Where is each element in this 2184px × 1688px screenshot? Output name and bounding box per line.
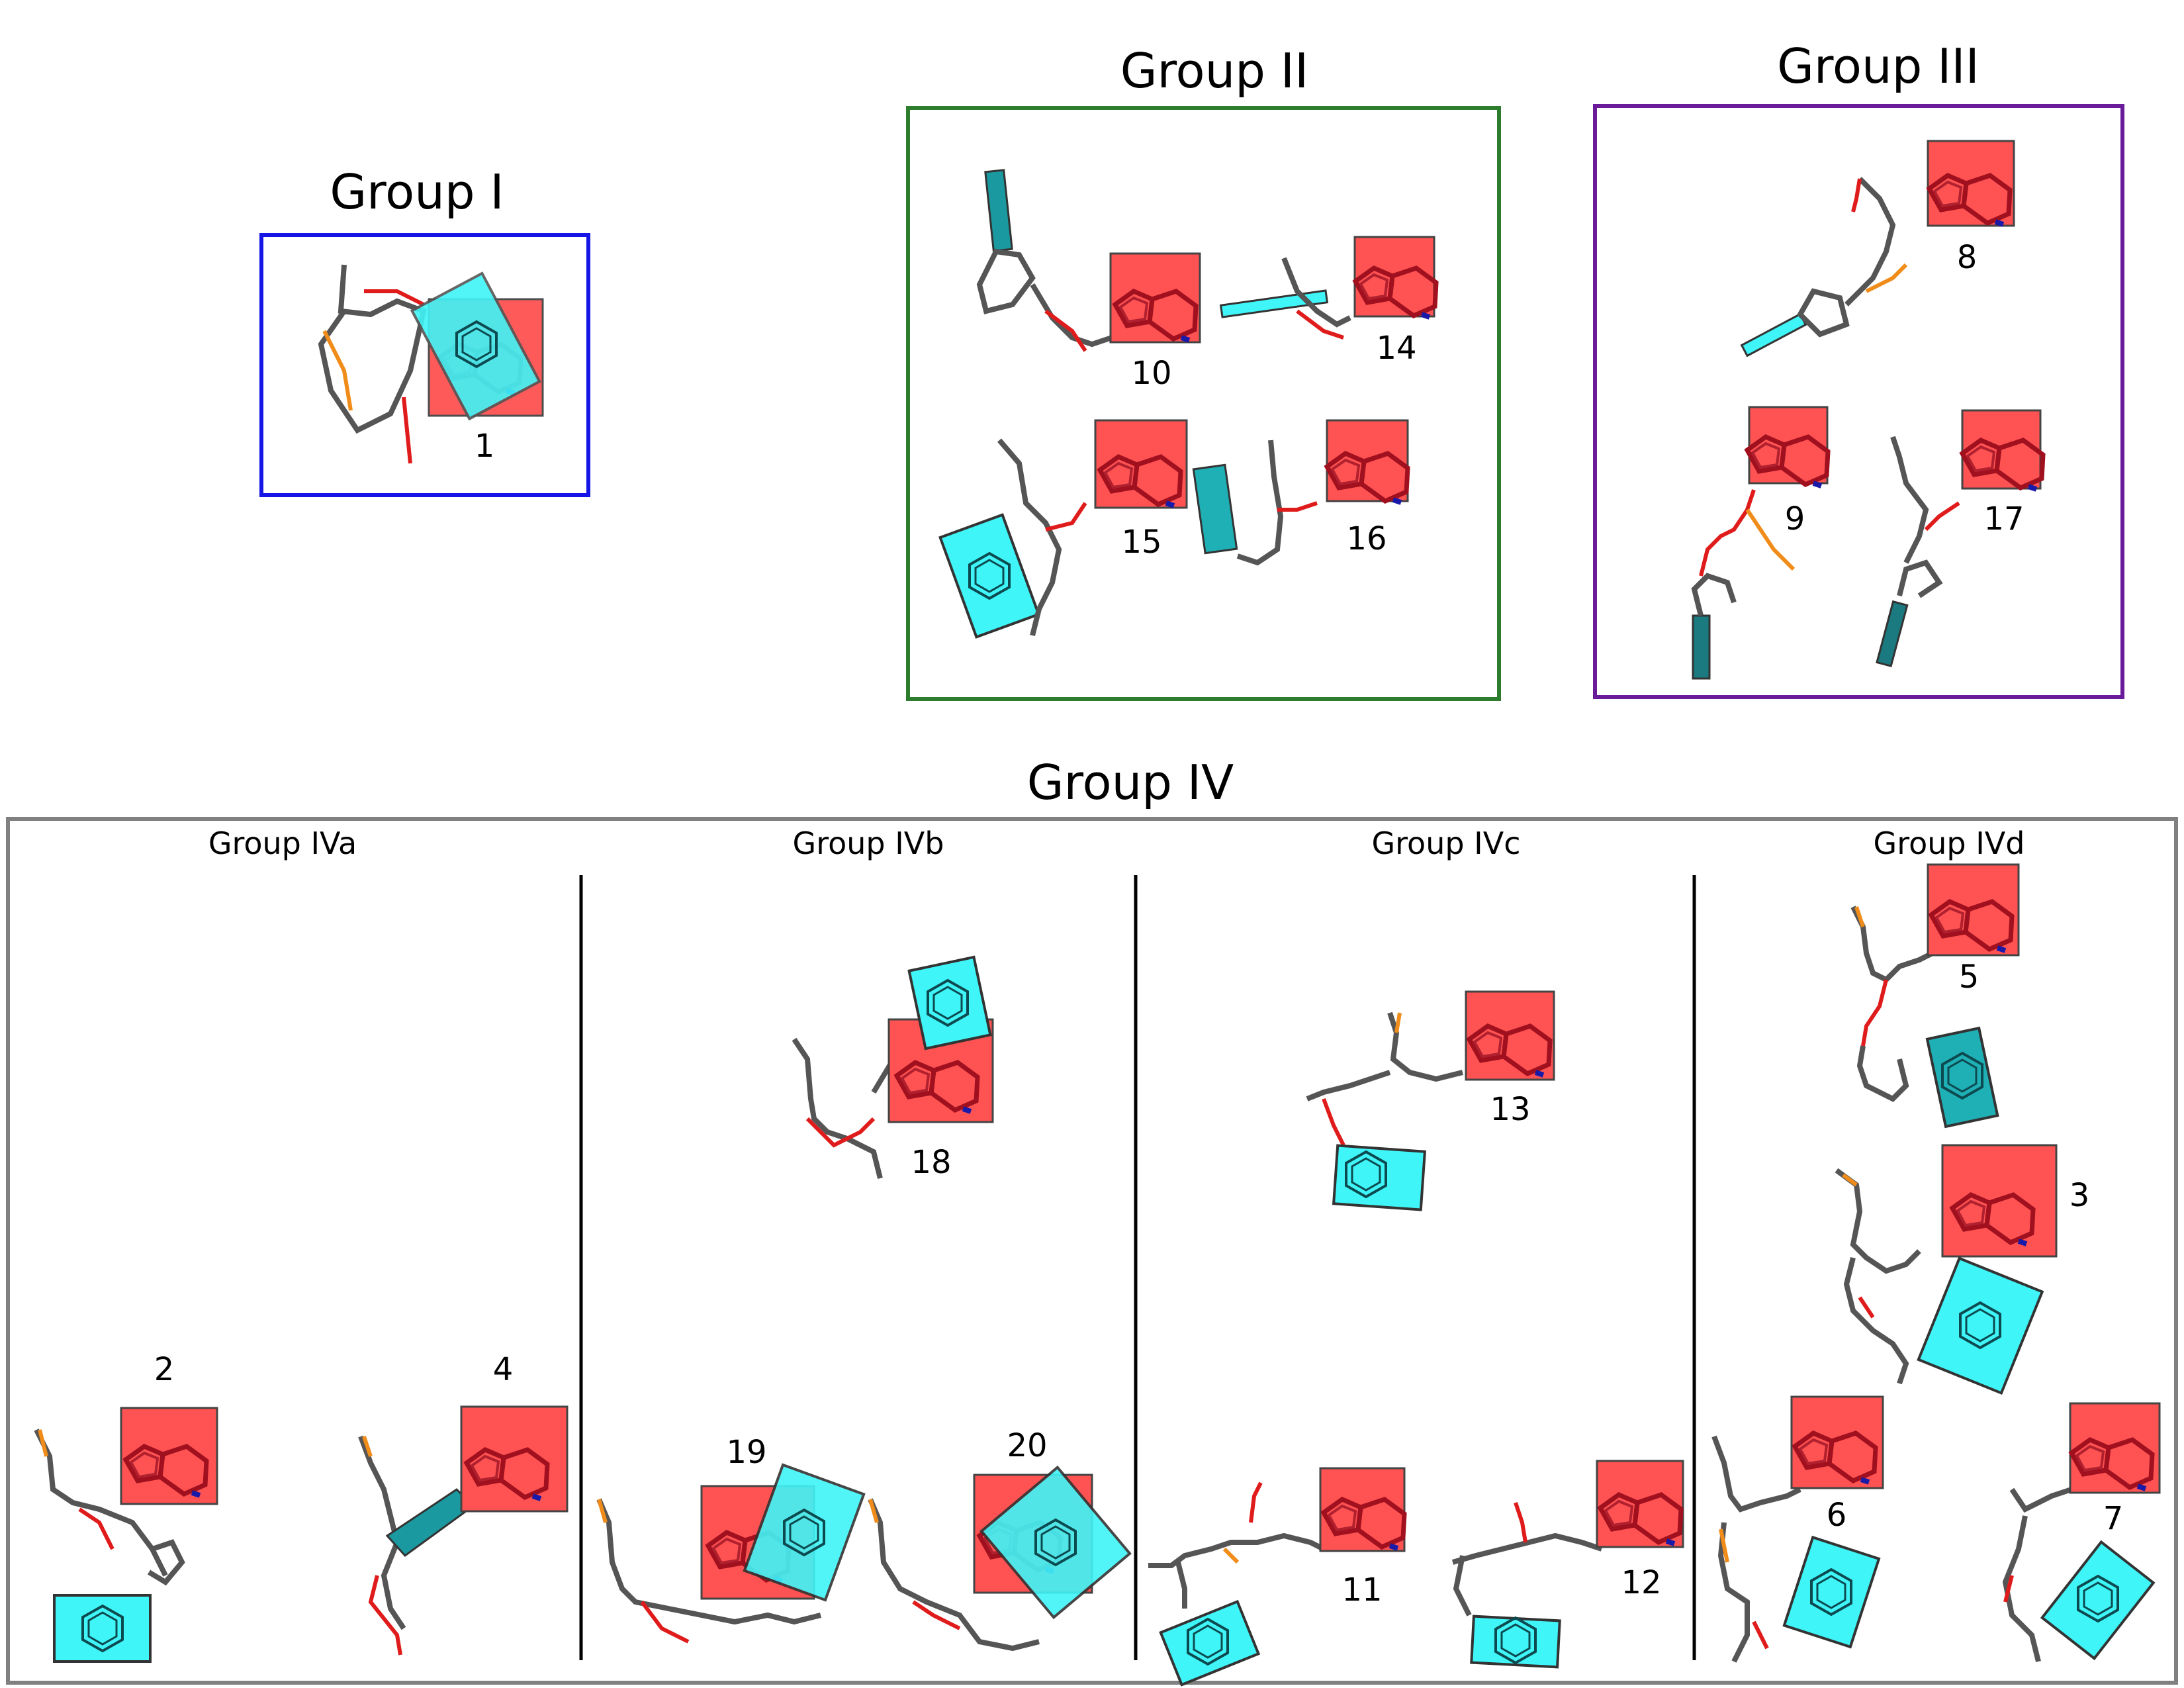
label-2: 2	[154, 1351, 175, 1388]
cyan-box-9	[1692, 614, 1711, 680]
cyan-box-11	[1159, 1599, 1261, 1687]
group-iv-title: Group IV	[1027, 755, 1234, 810]
cyan-box-15	[938, 513, 1040, 639]
cyan-box-8	[1740, 312, 1807, 357]
subgroup-ivD-title: Group IVd	[1874, 825, 2025, 861]
cyan-box-1	[410, 271, 541, 421]
structure-8: 8	[1740, 140, 2015, 357]
group-iv-panel: Group IV Group IVa Group IVb Group IVc G…	[6, 755, 2178, 1687]
cyan-box-16	[1192, 463, 1238, 555]
structure-14: 14	[1219, 236, 1436, 367]
structure-4: 4	[358, 1351, 569, 1656]
label-20: 20	[1007, 1427, 1047, 1464]
group-iii-panel: Group III 8 9	[1593, 38, 2124, 699]
label-10: 10	[1131, 355, 1171, 392]
label-18: 18	[911, 1144, 951, 1181]
label-17: 17	[1983, 500, 2024, 538]
subgroup-ivC-title: Group IVc	[1372, 825, 1521, 861]
structure-13: 13	[1306, 990, 1555, 1211]
group-iii-title: Group III	[1777, 38, 1979, 94]
cyan-box-5	[1925, 1026, 1999, 1129]
label-1: 1	[475, 428, 495, 465]
structure-10: 10	[976, 169, 1201, 392]
label-3: 3	[2070, 1177, 2090, 1214]
cyan-box-18	[907, 955, 992, 1051]
cyan-box-7	[2040, 1540, 2156, 1661]
subgroup-ivA-title: Group IVa	[208, 825, 357, 861]
structure-12: 12	[1451, 1460, 1684, 1669]
structure-6: 6	[1711, 1395, 1884, 1663]
label-14: 14	[1376, 330, 1416, 367]
label-4: 4	[493, 1351, 514, 1388]
label-11: 11	[1342, 1571, 1382, 1609]
structure-17: 17	[1876, 409, 2043, 668]
structure-1: 1	[318, 264, 544, 465]
structure-9: 9	[1691, 406, 1828, 680]
subgroup-ivB-title: Group IVb	[793, 825, 944, 861]
label-16: 16	[1346, 520, 1387, 557]
structure-19: 19	[596, 1434, 866, 1644]
group-i-frame	[259, 233, 590, 497]
label-6: 6	[1827, 1497, 1847, 1534]
structure-7: 7	[2002, 1402, 2161, 1662]
label-7: 7	[2103, 1500, 2124, 1537]
label-9: 9	[1785, 500, 1805, 538]
structure-2: 2	[34, 1351, 218, 1663]
structure-3: 3	[1835, 1144, 2090, 1395]
group-ii-title: Group II	[1120, 43, 1309, 99]
red-box-4	[460, 1405, 569, 1513]
structure-20: 20	[868, 1427, 1132, 1652]
label-8: 8	[1957, 239, 1978, 276]
cyan-box-10	[984, 169, 1013, 252]
group-ii-frame	[906, 106, 1501, 701]
group-i-title: Group I	[330, 164, 504, 220]
structure-5: 5	[1850, 863, 2020, 1129]
group-ii-panel: Group II 10 14 15	[906, 43, 1501, 701]
label-13: 13	[1490, 1091, 1530, 1128]
group-iv-frame	[6, 817, 2178, 1685]
red-box-13	[1465, 990, 1555, 1081]
structure-18: 18	[792, 955, 994, 1181]
cyan-box-17	[1876, 600, 1909, 668]
structure-15: 15	[938, 419, 1188, 639]
label-5: 5	[1959, 959, 1979, 996]
label-19: 19	[726, 1434, 766, 1471]
structure-11: 11	[1148, 1467, 1404, 1687]
label-15: 15	[1121, 524, 1161, 561]
cyan-box-19	[743, 1463, 866, 1602]
cyan-box-3	[1917, 1256, 2044, 1395]
group-iii-frame	[1593, 104, 2124, 699]
label-12: 12	[1621, 1564, 1661, 1601]
structure-16: 16	[1192, 419, 1408, 566]
cyan-box-6	[1782, 1535, 1881, 1649]
group-i-panel: Group I 1	[259, 164, 590, 497]
cyan-box-20	[979, 1465, 1132, 1620]
